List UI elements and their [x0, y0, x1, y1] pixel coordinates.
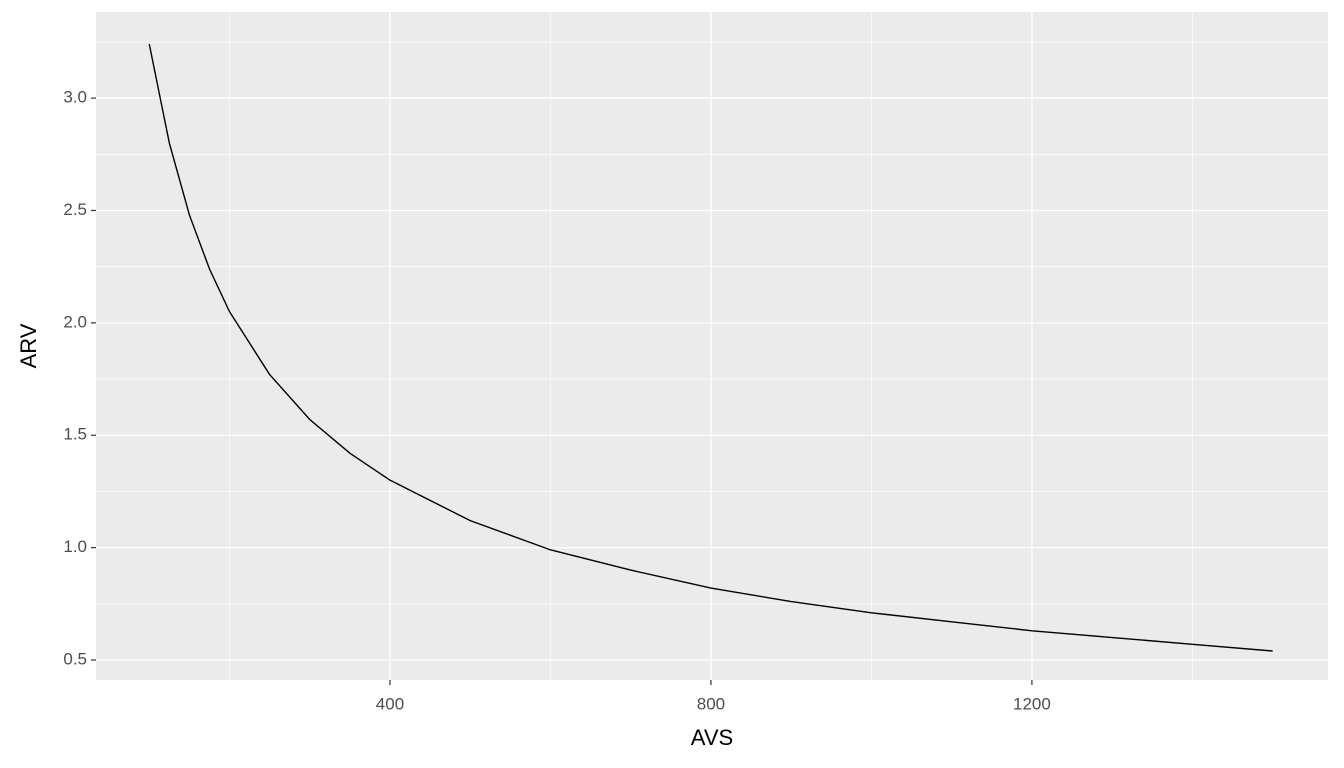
- y-tick-label: 1.5: [63, 425, 87, 444]
- y-tick-label: 0.5: [63, 649, 87, 668]
- panel: [96, 12, 1328, 680]
- y-tick-label: 2.0: [63, 312, 87, 331]
- y-tick-label: 2.5: [63, 200, 87, 219]
- x-tick-label: 800: [697, 694, 725, 713]
- x-axis-title: AVS: [691, 725, 733, 750]
- y-axis-title: ARV: [16, 323, 41, 368]
- x-tick-label: 400: [376, 694, 404, 713]
- x-tick-label: 1200: [1013, 694, 1051, 713]
- y-tick-label: 3.0: [63, 88, 87, 107]
- line: [148, 44, 1273, 652]
- y-tick-label: 1.0: [63, 537, 87, 556]
